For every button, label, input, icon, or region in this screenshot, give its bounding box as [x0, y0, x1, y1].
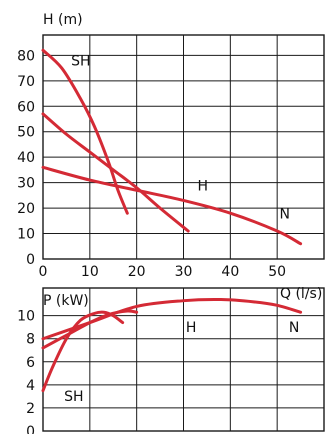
flow-axis-title: Q (l/s) [280, 286, 322, 302]
power-plot: 0 2 4 6 8 10 SH H N [17, 287, 325, 438]
curve-label-h: H [186, 320, 197, 336]
curve-label-n: N [289, 320, 299, 336]
x-tick-label: 40 [221, 264, 239, 280]
y-tick-label: 2 [26, 401, 35, 417]
curve-label-sh: SH [71, 54, 90, 70]
y-tick-label: 0 [26, 252, 35, 268]
curve-label-h: H [198, 178, 209, 194]
y-tick-label: 20 [17, 201, 35, 217]
curve-mid-1 [41, 112, 190, 233]
x-tick-label: 50 [268, 264, 286, 280]
curve-label-n: N [280, 206, 290, 222]
x-tick-label: 0 [39, 264, 48, 280]
power-axis-title: P (kW) [43, 293, 89, 309]
curve-h [41, 297, 303, 341]
y-tick-label: 50 [17, 125, 35, 141]
x-tick-label: 10 [81, 264, 99, 280]
y-tick-label: 10 [17, 309, 35, 325]
y-tick-label: 80 [17, 48, 35, 64]
y-tick-label: 4 [26, 378, 35, 394]
curve-sh [41, 48, 129, 215]
y-tick-label: 0 [26, 424, 35, 434]
y-tick-label: 70 [17, 74, 35, 90]
plot-frame [42, 34, 325, 260]
y-tick-label: 10 [17, 227, 35, 243]
plot-frame [42, 287, 325, 432]
y-tick-label: 6 [26, 355, 35, 371]
y-tick-label: 40 [17, 150, 35, 166]
head-plot: 0 10 20 30 40 50 60 70 80 0 10 20 30 40 50 SH H N [17, 34, 325, 280]
x-tick-label: 30 [175, 264, 193, 280]
head-axis-title: H (m) [43, 12, 83, 28]
y-tick-label: 30 [17, 176, 35, 192]
curve-h [41, 165, 303, 246]
curve-label-sh: SH [64, 389, 83, 405]
x-tick-label: 20 [128, 264, 146, 280]
y-tick-label: 8 [26, 332, 35, 348]
y-tick-label: 60 [17, 99, 35, 115]
